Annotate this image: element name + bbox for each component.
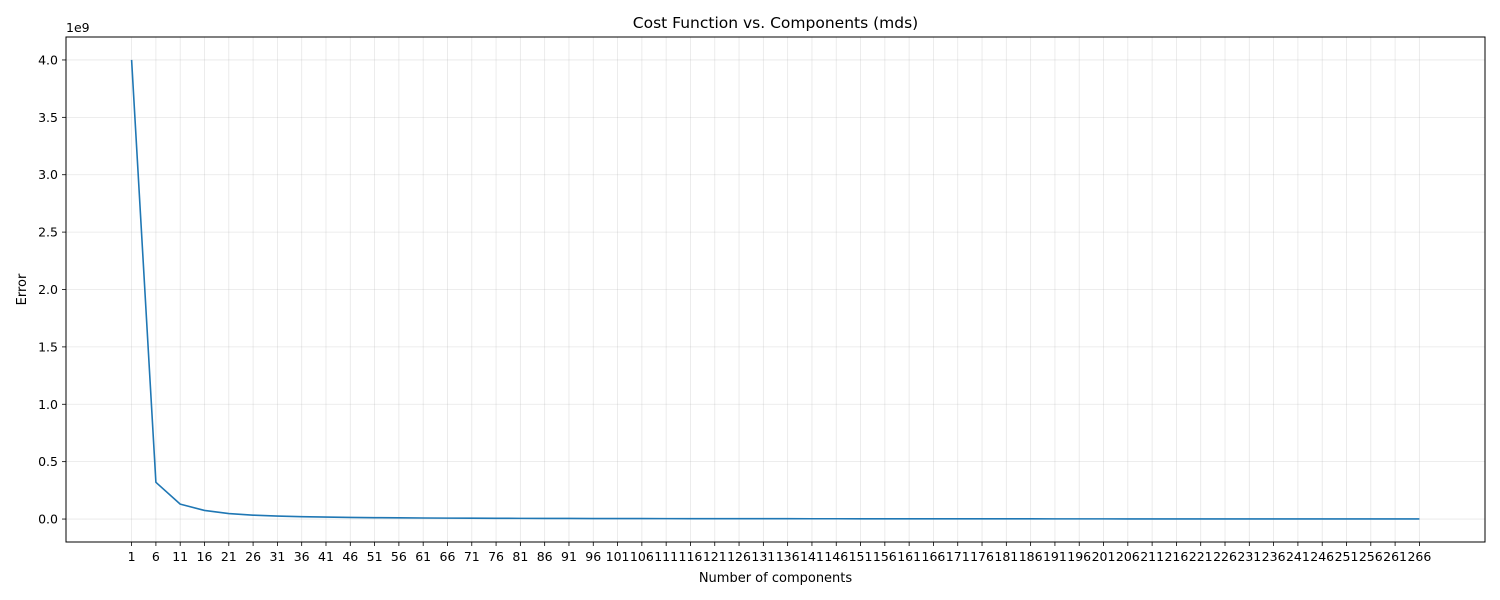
x-tick-label: 231 <box>1237 549 1261 564</box>
x-tick-label: 246 <box>1310 549 1334 564</box>
y-tick-label: 3.0 <box>38 167 58 182</box>
x-tick-label: 101 <box>606 549 630 564</box>
x-tick-label: 241 <box>1286 549 1310 564</box>
x-tick-label: 151 <box>849 549 873 564</box>
x-tick-label: 256 <box>1359 549 1383 564</box>
y-tick-label: 4.0 <box>38 52 58 67</box>
series-line <box>130 59 1420 520</box>
y-axis-offset-label: 1e9 <box>66 20 90 35</box>
x-tick-label: 91 <box>561 549 577 564</box>
x-tick-label: 131 <box>751 549 775 564</box>
x-tick-label: 196 <box>1067 549 1091 564</box>
x-tick-label: 1 <box>128 549 136 564</box>
x-tick-label: 76 <box>488 549 504 564</box>
x-tick-label: 221 <box>1189 549 1213 564</box>
x-tick-label: 211 <box>1140 549 1164 564</box>
x-tick-label: 146 <box>824 549 848 564</box>
x-tick-label: 171 <box>946 549 970 564</box>
x-tick-label: 126 <box>727 549 751 564</box>
x-tick-label: 251 <box>1335 549 1359 564</box>
x-tick-label: 206 <box>1116 549 1140 564</box>
x-tick-label: 96 <box>585 549 601 564</box>
x-tick-label: 21 <box>221 549 237 564</box>
x-tick-label: 266 <box>1407 549 1431 564</box>
x-tick-label: 226 <box>1213 549 1237 564</box>
x-tick-label: 201 <box>1092 549 1116 564</box>
x-tick-label: 36 <box>294 549 310 564</box>
x-tick-label: 41 <box>318 549 334 564</box>
chart-title: Cost Function vs. Components (mds) <box>633 14 918 32</box>
y-tick-label: 1.0 <box>38 397 58 412</box>
series-layer <box>130 59 1420 520</box>
y-tick-label: 2.5 <box>38 225 58 240</box>
y-axis-label: Error <box>15 273 30 305</box>
y-tick-label: 3.5 <box>38 110 58 125</box>
x-tick-label: 106 <box>630 549 654 564</box>
y-tick-label: 1.5 <box>38 339 58 354</box>
y-tick-label: 0.0 <box>38 512 58 527</box>
x-tick-label: 186 <box>1019 549 1043 564</box>
x-tick-label: 216 <box>1164 549 1188 564</box>
x-tick-label: 111 <box>654 549 678 564</box>
x-tick-label: 6 <box>152 549 160 564</box>
x-tick-label: 181 <box>994 549 1018 564</box>
y-axis: 0.0 0.5 1.0 1.5 2.0 2.5 3.0 3.5 4.0 <box>38 52 66 527</box>
x-tick-label: 26 <box>245 549 261 564</box>
x-tick-label: 176 <box>970 549 994 564</box>
x-tick-label: 66 <box>440 549 456 564</box>
x-tick-label: 141 <box>800 549 824 564</box>
x-axis: 1 6 11 16 21 26 31 36 41 46 51 56 61 66 71 76 81 86 91 96 10… <box>128 542 1431 564</box>
x-tick-label: 156 <box>873 549 897 564</box>
x-tick-label: 71 <box>464 549 480 564</box>
x-tick-label: 236 <box>1262 549 1286 564</box>
x-tick-label: 51 <box>367 549 383 564</box>
x-axis-label: Number of components <box>699 571 853 586</box>
x-tick-label: 61 <box>415 549 431 564</box>
x-tick-label: 191 <box>1043 549 1067 564</box>
x-tick-label: 166 <box>922 549 946 564</box>
x-tick-label: 81 <box>512 549 528 564</box>
x-tick-label: 161 <box>897 549 921 564</box>
x-tick-label: 261 <box>1383 549 1407 564</box>
y-tick-label: 2.0 <box>38 282 58 297</box>
x-tick-label: 86 <box>537 549 553 564</box>
x-tick-label: 11 <box>172 549 188 564</box>
x-tick-label: 121 <box>703 549 727 564</box>
x-tick-label: 136 <box>776 549 800 564</box>
x-tick-label: 16 <box>197 549 213 564</box>
y-tick-label: 0.5 <box>38 454 58 469</box>
x-tick-label: 46 <box>342 549 358 564</box>
grid <box>66 37 1485 542</box>
x-tick-label: 56 <box>391 549 407 564</box>
x-tick-label: 116 <box>679 549 703 564</box>
x-tick-label: 31 <box>269 549 285 564</box>
